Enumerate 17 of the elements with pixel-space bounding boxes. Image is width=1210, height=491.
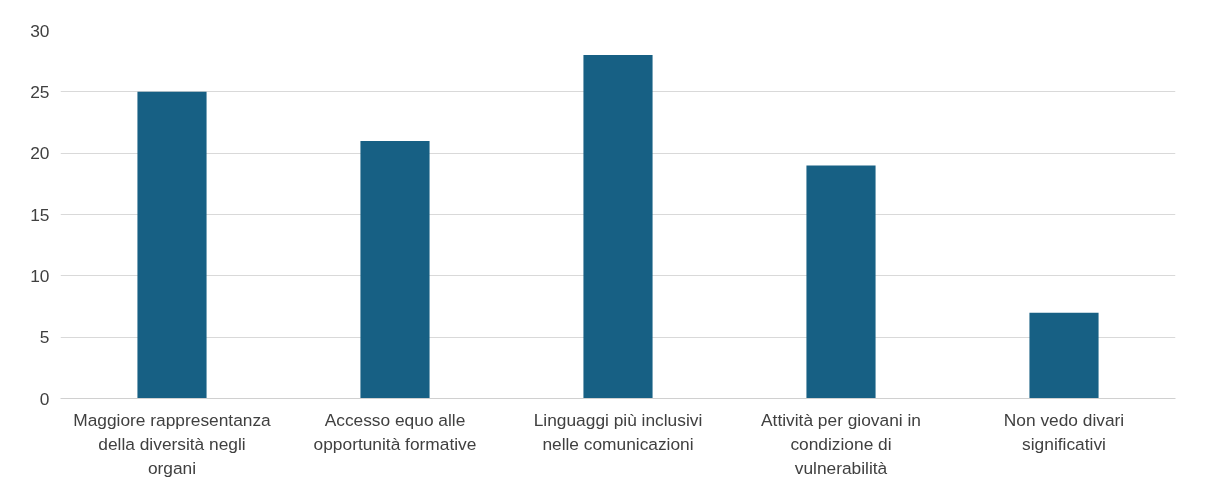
bar	[806, 165, 876, 399]
bar	[360, 140, 430, 399]
y-tick-label: 25	[30, 81, 50, 102]
bar	[583, 55, 653, 399]
y-tick-label: 0	[39, 388, 50, 409]
x-tick-label: Non vedo divari significativi	[1003, 409, 1125, 454]
y-tick-label: 15	[30, 204, 50, 225]
bar	[137, 91, 207, 399]
y-tick-label: 5	[39, 327, 50, 348]
x-tick-label: Maggiore rappresentanza della diversità negli organi	[73, 409, 272, 478]
y-tick-label: 30	[30, 20, 50, 41]
x-tick-label: Accesso equo alle opportunità formative	[313, 409, 477, 454]
x-tick-label: Linguaggi più inclusivi nelle comunicazioni	[533, 409, 703, 454]
x-tick-label: Attività per giovani in condizione di vulnerabilità	[761, 409, 921, 478]
y-tick-label: 10	[30, 265, 50, 286]
bar	[1029, 312, 1099, 399]
y-tick-label: 20	[30, 143, 50, 164]
